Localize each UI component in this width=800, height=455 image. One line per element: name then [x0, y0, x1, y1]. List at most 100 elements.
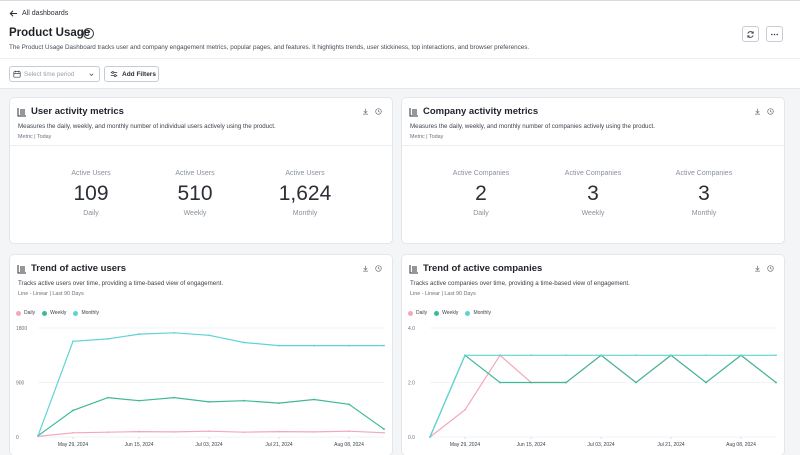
y-tick-label: 0.0	[408, 435, 415, 441]
x-tick-label: May 29, 2024	[450, 442, 481, 448]
legend-label: Weekly	[50, 310, 67, 316]
clock-icon[interactable]	[375, 265, 382, 272]
page-title: Product Usage	[9, 27, 91, 39]
x-tick-label: Aug 08, 2024	[334, 442, 364, 448]
more-options-button[interactable]	[766, 26, 783, 42]
metric-daily-active-companies: Active Companies 2 Daily	[426, 170, 536, 217]
data-point-daily	[107, 431, 109, 434]
calendar-icon	[13, 70, 21, 78]
legend-item-monthly[interactable]: Monthly	[73, 310, 99, 316]
legend-label: Monthly	[81, 310, 99, 316]
page-header: All dashboards Product Usage ? The Produ…	[0, 1, 800, 58]
metric-period: Daily	[83, 210, 99, 217]
refresh-button[interactable]	[742, 26, 759, 42]
data-point-weekly	[278, 402, 280, 404]
y-tick-label: 4.0	[408, 326, 415, 332]
card-meta: Line - Linear | Last 90 Days	[18, 291, 84, 297]
page-description: The Product Usage Dashboard tracks user …	[9, 44, 530, 51]
company-trend-chart: 0.0 2.0 4.0 May 29, 2024 Jun 15, 2024 Jul 03,…	[408, 326, 777, 448]
metric-label: Active Users	[71, 170, 111, 177]
y-tick-label: 2.0	[408, 381, 415, 387]
x-tick-label: Jul 03, 2024	[587, 442, 614, 448]
legend-item-daily[interactable]: Daily	[16, 310, 35, 316]
top-border	[0, 0, 800, 1]
data-point-daily	[243, 431, 245, 434]
metric-period: Weekly	[183, 210, 207, 217]
data-point-monthly	[72, 340, 74, 343]
card-subtitle: Measures the daily, weekly, and monthly …	[18, 123, 276, 130]
metric-period: Monthly	[292, 210, 318, 217]
download-icon[interactable]	[754, 265, 761, 272]
refresh-icon	[747, 30, 754, 38]
metric-value: 3	[698, 182, 710, 205]
legend-label: Daily	[24, 310, 36, 316]
user-trend-card: Trend of active users Tracks active user…	[10, 255, 392, 455]
metric-period: Daily	[473, 210, 489, 217]
data-point-monthly	[499, 354, 501, 357]
add-filters-label: Add Filters	[122, 70, 156, 78]
x-tick-label: Jun 15, 2024	[517, 442, 546, 448]
filter-sliders-icon	[110, 71, 118, 77]
download-icon[interactable]	[362, 108, 369, 115]
filter-bar: Select time period Add Filters	[0, 58, 800, 89]
metric-label: Active Users	[175, 170, 215, 177]
metric-weekly-active-users: Active Users 510 Weekly	[140, 170, 250, 217]
data-point-monthly	[278, 344, 280, 347]
series-line-daily	[37, 430, 385, 437]
download-icon[interactable]	[362, 265, 369, 272]
data-point-monthly	[635, 354, 637, 357]
add-filters-button[interactable]: Add Filters	[104, 66, 159, 82]
metric-period: Monthly	[691, 210, 717, 217]
legend-label: Daily	[416, 310, 428, 316]
card-title: Trend of active companies	[423, 263, 543, 274]
help-icon[interactable]: ?	[83, 28, 94, 39]
card-meta: Metric | Today	[410, 134, 444, 140]
data-point-weekly	[107, 396, 109, 399]
back-to-dashboards-link[interactable]: All dashboards	[9, 9, 68, 18]
metric-value: 3	[587, 182, 599, 205]
legend-item-weekly[interactable]: Weekly	[42, 310, 66, 316]
metric-monthly-active-users: Active Users 1,624 Monthly	[250, 170, 360, 217]
legend-label: Weekly	[442, 310, 459, 316]
legend-item-weekly[interactable]: Weekly	[434, 310, 458, 316]
legend-item-monthly[interactable]: Monthly	[465, 310, 491, 316]
series-line-weekly	[37, 396, 385, 437]
card-meta: Metric | Today	[18, 134, 52, 140]
card-subtitle: Tracks active users over time, providing…	[18, 280, 224, 287]
chart-list-icon	[409, 108, 418, 117]
data-point-daily	[278, 430, 280, 433]
card-subtitle: Tracks active companies over time, provi…	[410, 280, 630, 287]
metric-period: Weekly	[581, 210, 605, 217]
x-tick-label: Jul 21, 2024	[657, 442, 684, 448]
data-point-weekly	[705, 381, 707, 384]
series-line-monthly	[37, 332, 384, 437]
clock-icon[interactable]	[767, 108, 774, 115]
clock-icon[interactable]	[767, 265, 774, 272]
card-title: User activity metrics	[31, 106, 124, 117]
metric-value: 1,624	[278, 182, 332, 205]
metric-weekly-active-companies: Active Companies 3 Weekly	[538, 170, 648, 217]
data-point-monthly	[429, 436, 431, 438]
data-point-daily	[138, 430, 140, 433]
x-tick-label: May 29, 2024	[58, 442, 89, 448]
x-tick-label: Jul 21, 2024	[265, 442, 292, 448]
metric-daily-active-users: Active Users 109 Daily	[36, 170, 146, 217]
series-line-daily	[429, 354, 777, 438]
card-meta: Line - Linear | Last 90 Days	[410, 291, 476, 297]
divider	[10, 145, 392, 146]
data-point-daily	[208, 430, 210, 433]
data-point-daily	[348, 430, 350, 433]
time-period-select[interactable]: Select time period	[9, 66, 100, 82]
data-point-weekly	[208, 400, 210, 403]
download-icon[interactable]	[754, 108, 761, 115]
data-point-daily	[383, 431, 385, 434]
card-title: Trend of active users	[31, 263, 127, 274]
data-point-monthly	[565, 354, 567, 357]
legend-item-daily[interactable]: Daily	[408, 310, 427, 316]
data-point-weekly	[72, 409, 74, 412]
clock-icon[interactable]	[375, 108, 382, 115]
x-tick-label: Jun 15, 2024	[125, 442, 154, 448]
more-horizontal-icon	[770, 33, 779, 35]
data-point-monthly	[530, 354, 532, 357]
y-tick-label: 900	[16, 381, 25, 387]
